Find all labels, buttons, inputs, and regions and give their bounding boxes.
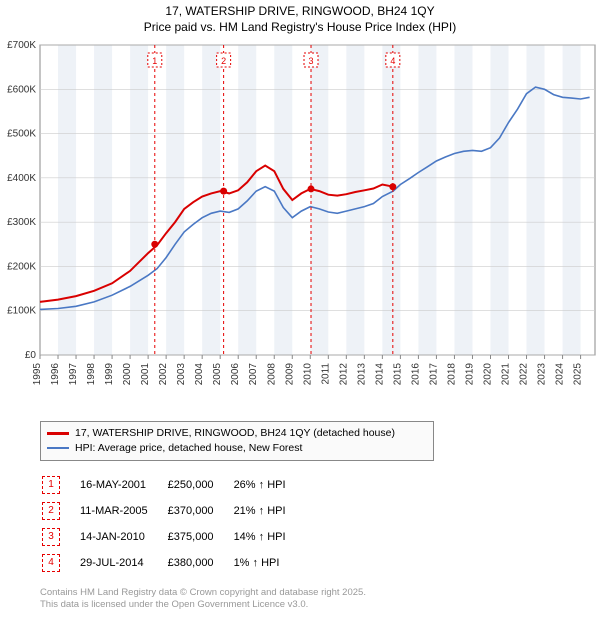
svg-text:2009: 2009	[284, 363, 295, 386]
svg-text:2001: 2001	[140, 363, 151, 386]
svg-text:£300K: £300K	[7, 217, 36, 228]
svg-text:£700K: £700K	[7, 40, 36, 51]
svg-text:2007: 2007	[248, 363, 259, 386]
svg-text:2008: 2008	[266, 363, 277, 386]
svg-text:1997: 1997	[68, 363, 79, 386]
footer-line2: This data is licensed under the Open Gov…	[40, 599, 600, 611]
svg-text:2004: 2004	[194, 363, 205, 386]
event-price: £375,000	[168, 525, 232, 549]
events-table: 1 16-MAY-2001£250,00026% ↑ HPI 2 11-MAR-200…	[40, 471, 306, 577]
svg-text:2025: 2025	[573, 363, 584, 386]
svg-text:2010: 2010	[302, 363, 313, 386]
svg-text:2003: 2003	[176, 363, 187, 386]
event-price: £370,000	[168, 499, 232, 523]
event-row: 3 14-JAN-2010£375,00014% ↑ HPI	[42, 525, 304, 549]
svg-text:2006: 2006	[230, 363, 241, 386]
event-date: 11-MAR-2005	[80, 499, 166, 523]
legend-label-red: 17, WATERSHIP DRIVE, RINGWOOD, BH24 1QY …	[75, 426, 395, 441]
event-delta: 21% ↑ HPI	[234, 499, 304, 523]
event-row: 2 11-MAR-2005£370,00021% ↑ HPI	[42, 499, 304, 523]
footer-line1: Contains HM Land Registry data © Crown c…	[40, 587, 600, 599]
event-delta: 26% ↑ HPI	[234, 473, 304, 497]
svg-text:2018: 2018	[446, 363, 457, 386]
svg-text:2014: 2014	[374, 363, 385, 386]
legend: 17, WATERSHIP DRIVE, RINGWOOD, BH24 1QY …	[40, 421, 434, 460]
event-row: 4 29-JUL-2014£380,0001% ↑ HPI	[42, 551, 304, 575]
title-line1: 17, WATERSHIP DRIVE, RINGWOOD, BH24 1QY	[0, 4, 600, 20]
svg-text:3: 3	[309, 56, 314, 66]
svg-text:£600K: £600K	[7, 84, 36, 95]
svg-text:2019: 2019	[464, 363, 475, 386]
svg-text:2024: 2024	[555, 363, 566, 386]
svg-text:2000: 2000	[122, 363, 133, 386]
svg-text:1995: 1995	[32, 363, 43, 386]
svg-text:£500K: £500K	[7, 129, 36, 140]
svg-text:2022: 2022	[519, 363, 530, 386]
svg-text:1998: 1998	[86, 363, 97, 386]
svg-text:2015: 2015	[392, 363, 403, 386]
svg-text:1: 1	[152, 56, 157, 66]
event-date: 16-MAY-2001	[80, 473, 166, 497]
legend-label-blue: HPI: Average price, detached house, New …	[75, 441, 302, 456]
event-badge: 3	[42, 528, 60, 546]
event-badge: 4	[42, 554, 60, 572]
svg-text:£0: £0	[25, 350, 37, 361]
price-chart: £0 £100K £200K £300K £400K £500K £600K £700K 199…	[0, 35, 600, 415]
svg-text:2021: 2021	[501, 363, 512, 386]
event-delta: 1% ↑ HPI	[234, 551, 304, 575]
event-badge: 1	[42, 476, 60, 494]
svg-text:2005: 2005	[212, 363, 223, 386]
svg-text:2: 2	[221, 56, 226, 66]
svg-text:2011: 2011	[320, 363, 331, 385]
event-price: £250,000	[168, 473, 232, 497]
svg-text:2023: 2023	[537, 363, 548, 386]
footer: Contains HM Land Registry data © Crown c…	[40, 587, 600, 612]
event-price: £380,000	[168, 551, 232, 575]
legend-swatch-blue	[47, 447, 69, 449]
svg-text:£200K: £200K	[7, 262, 36, 273]
event-date: 14-JAN-2010	[80, 525, 166, 549]
svg-text:1999: 1999	[104, 363, 115, 386]
svg-text:2013: 2013	[356, 363, 367, 386]
svg-text:2020: 2020	[482, 363, 493, 386]
svg-text:2016: 2016	[410, 363, 421, 386]
title-line2: Price paid vs. HM Land Registry's House …	[0, 20, 600, 36]
svg-text:1996: 1996	[50, 363, 61, 386]
svg-text:4: 4	[390, 56, 395, 66]
event-row: 1 16-MAY-2001£250,00026% ↑ HPI	[42, 473, 304, 497]
event-badge: 2	[42, 502, 60, 520]
svg-text:£400K: £400K	[7, 173, 36, 184]
svg-text:2017: 2017	[428, 363, 439, 386]
svg-text:2012: 2012	[338, 363, 349, 386]
legend-swatch-red	[47, 432, 69, 435]
svg-text:£100K: £100K	[7, 306, 36, 317]
event-date: 29-JUL-2014	[80, 551, 166, 575]
svg-text:2002: 2002	[158, 363, 169, 386]
event-delta: 14% ↑ HPI	[234, 525, 304, 549]
